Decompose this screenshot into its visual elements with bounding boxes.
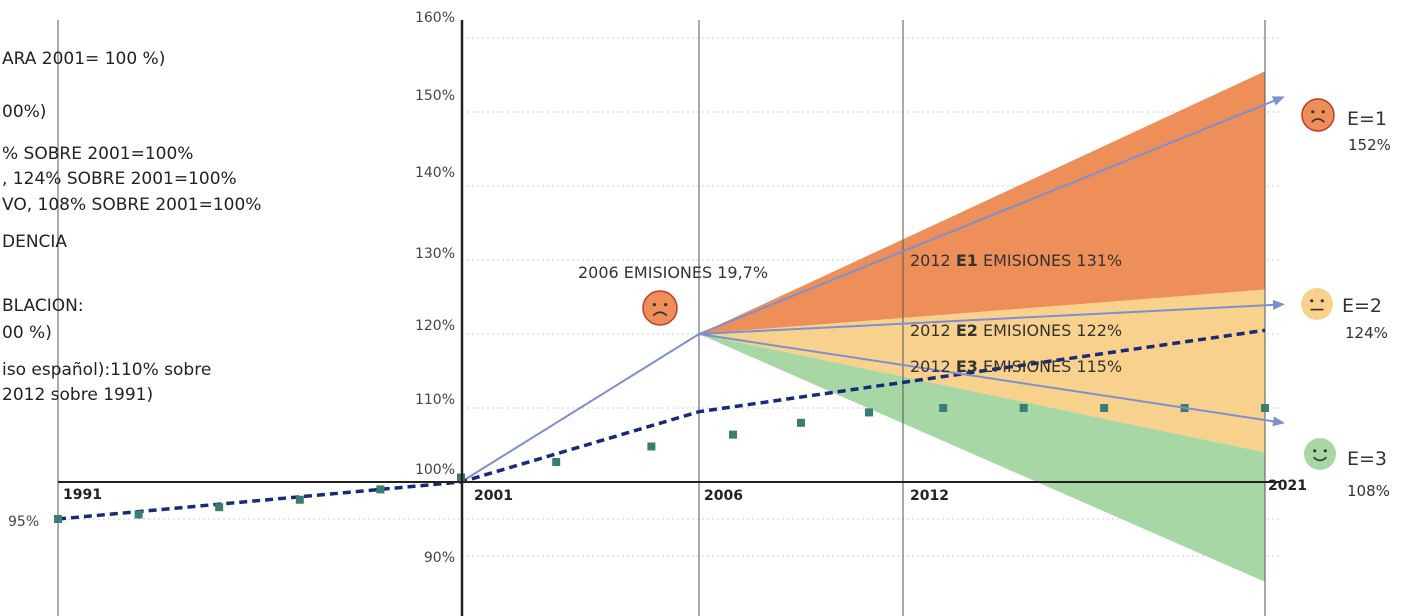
legend-line-9: iso español):110% sobre bbox=[2, 360, 211, 380]
legend-line-7: BLACION: bbox=[2, 296, 84, 316]
scenario-e1-value: 152% bbox=[1348, 136, 1391, 154]
y-tick-110: 110% bbox=[415, 392, 455, 408]
annotation-2006-emissions: 2006 EMISIONES 19,7% bbox=[578, 263, 768, 282]
scenario-labels: E=1 152% E=2 124% E=3 108% bbox=[1342, 108, 1391, 500]
scenario-e2-label: E=2 bbox=[1342, 295, 1382, 317]
neutral-face-icon-eye-right bbox=[1320, 299, 1324, 303]
dashed-trend-line bbox=[57, 328, 1266, 521]
scenario-e3-label: E=3 bbox=[1347, 448, 1387, 470]
dotted-point bbox=[647, 442, 656, 451]
y-tick-160: 160% bbox=[415, 10, 455, 26]
sad-face-icon-eye-left bbox=[652, 303, 656, 307]
dotted-point bbox=[376, 485, 385, 494]
legend-line-10: 2012 sobre 1991) bbox=[2, 385, 153, 405]
dotted-point bbox=[1100, 404, 1109, 412]
legend-line-6: DENCIA bbox=[2, 232, 67, 252]
legend-line-1: ARA 2001= 100 %) bbox=[2, 49, 165, 69]
sad-face-icon-mouth bbox=[1311, 118, 1325, 123]
x-tick-2001: 2001 bbox=[474, 488, 513, 504]
scenario-e1-label: E=1 bbox=[1347, 108, 1387, 130]
sad-face-icon-mouth bbox=[652, 311, 668, 317]
arrow-E1 bbox=[698, 96, 1285, 335]
sad-face-icon-circle bbox=[1301, 98, 1335, 132]
faces bbox=[642, 98, 1336, 470]
y-tick-130: 130% bbox=[415, 246, 455, 262]
neutral-face-icon bbox=[1301, 288, 1333, 320]
dotted-point bbox=[134, 510, 143, 519]
y-tick-labels: 90% 100% 110% 120% 130% 140% 150% 160% 9… bbox=[8, 10, 455, 566]
annotation-e2-2012: 2012 E2 EMISIONES 122% bbox=[910, 321, 1122, 340]
legend-line-4: , 124% SOBRE 2001=100% bbox=[2, 169, 237, 189]
y-tick-150: 150% bbox=[415, 88, 455, 104]
sad-face-icon-eye-right bbox=[1321, 110, 1325, 114]
axes bbox=[58, 20, 1280, 616]
series-lines bbox=[54, 96, 1285, 523]
neutral-face-icon-circle bbox=[1301, 288, 1333, 320]
neutral-face-icon-eye-left bbox=[1310, 299, 1314, 303]
y-tick-90: 90% bbox=[424, 550, 455, 566]
dotted-point bbox=[1261, 404, 1269, 412]
dotted-point bbox=[552, 458, 561, 467]
dotted-point bbox=[729, 430, 737, 439]
scenario-fans bbox=[699, 71, 1265, 582]
legend-text: ARA 2001= 100 %) 00%) % SOBRE 2001=100% … bbox=[2, 49, 261, 405]
y-tick-140: 140% bbox=[415, 165, 455, 181]
legend-line-5: VO, 108% SOBRE 2001=100% bbox=[2, 195, 261, 215]
happy-face-icon bbox=[1304, 438, 1336, 470]
line-2001-2006 bbox=[460, 333, 700, 483]
annotation-e3-2012: 2012 E3 EMISIONES 115% bbox=[910, 357, 1122, 376]
x-tick-1991: 1991 bbox=[63, 487, 102, 503]
y-tick-120: 120% bbox=[415, 318, 455, 334]
legend-line-8: 00 %) bbox=[2, 323, 52, 343]
x-tick-2006: 2006 bbox=[704, 488, 743, 504]
scenario-e3-value: 108% bbox=[1347, 482, 1390, 500]
dotted-point bbox=[865, 408, 873, 417]
sad-face-icon-eye-right bbox=[664, 303, 668, 307]
x-tick-2012: 2012 bbox=[910, 488, 949, 504]
dotted-point bbox=[939, 404, 948, 412]
sad-face-icon-circle bbox=[642, 290, 678, 326]
annotations: 2006 EMISIONES 19,7% 2012 E1 EMISIONES 1… bbox=[578, 251, 1122, 376]
sad-face-icon bbox=[642, 290, 678, 326]
x-tick-2021: 2021 bbox=[1268, 478, 1307, 494]
left-95-label: 95% bbox=[8, 514, 39, 530]
happy-face-icon-eye-left bbox=[1313, 449, 1317, 453]
dotted-point bbox=[295, 495, 304, 504]
arrow-E2 bbox=[698, 299, 1285, 335]
dotted-point bbox=[54, 515, 62, 523]
arrow-E3 bbox=[698, 333, 1285, 427]
sad-face-icon-eye-left bbox=[1311, 110, 1315, 114]
dotted-point bbox=[215, 503, 224, 512]
happy-face-icon-eye-right bbox=[1323, 449, 1327, 453]
y-tick-100: 100% bbox=[415, 462, 455, 478]
happy-face-icon-mouth bbox=[1313, 456, 1327, 462]
fan-e1 bbox=[699, 71, 1265, 335]
sad-face-icon bbox=[1301, 98, 1335, 132]
dotted-point bbox=[797, 418, 805, 427]
legend-line-2: 00%) bbox=[2, 102, 46, 122]
legend-line-3: % SOBRE 2001=100% bbox=[2, 144, 193, 164]
fan-e3 bbox=[699, 334, 1265, 582]
happy-face-icon-circle bbox=[1304, 438, 1336, 470]
x-tick-labels: 1991 2001 2006 2012 2021 bbox=[63, 478, 1307, 504]
annotation-e1-2012: 2012 E1 EMISIONES 131% bbox=[910, 251, 1122, 270]
dotted-point bbox=[1019, 404, 1028, 412]
scenario-e2-value: 124% bbox=[1345, 324, 1388, 342]
